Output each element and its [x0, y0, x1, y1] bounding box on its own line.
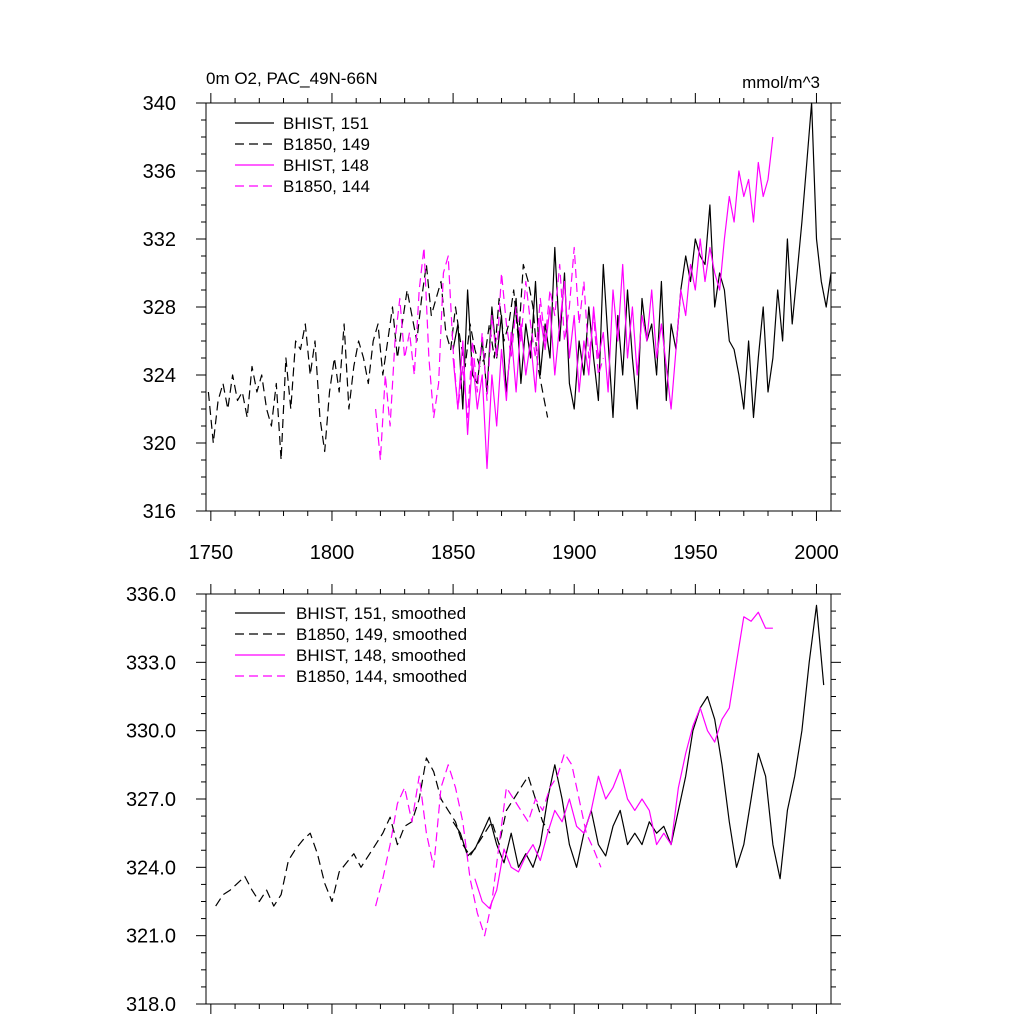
series-line-3 — [375, 752, 602, 937]
series-line-0 — [452, 102, 832, 419]
x-tick-label: 1800 — [310, 542, 355, 564]
series-line-0 — [452, 604, 825, 880]
legend-label-0: BHIST, 151 — [283, 114, 369, 133]
y-tick-label: 318.0 — [126, 994, 176, 1016]
legend-label-1: B1850, 149, smoothed — [296, 625, 467, 644]
panel-top-units: mmol/m^3 — [742, 73, 820, 92]
panel-top-ticks — [196, 93, 841, 521]
y-tick-label: 328 — [143, 297, 176, 319]
panel-bottom-frame — [205, 593, 832, 1005]
legend-label-2: BHIST, 148 — [283, 156, 369, 175]
panel-top-y-tick-labels: 316 320 324 328 332 336 340 — [143, 93, 176, 523]
panel-top-series — [207, 102, 832, 470]
panel-top-title: 0m O2, PAC_49N-66N — [206, 69, 378, 88]
panel-top-x-tick-labels: 1750 1800 1850 1900 1950 2000 — [189, 542, 839, 564]
y-tick-label: 320 — [143, 433, 176, 455]
legend-label-3: B1850, 144, smoothed — [296, 667, 467, 686]
y-tick-label: 321.0 — [126, 926, 176, 948]
x-tick-label: 1850 — [431, 542, 476, 564]
legend-label-3: B1850, 144 — [283, 177, 370, 196]
y-tick-label: 336.0 — [126, 584, 176, 606]
series-line-3 — [375, 246, 604, 461]
panel-top-legend: BHIST, 151 B1850, 149 BHIST, 148 B1850, 144 — [235, 114, 370, 196]
x-tick-label: 1750 — [189, 542, 234, 564]
x-tick-label: 2000 — [794, 542, 839, 564]
legend-label-2: BHIST, 148, smoothed — [296, 646, 466, 665]
panel-bottom-legend: BHIST, 151, smoothed B1850, 149, smoothed… — [235, 604, 467, 686]
x-tick-label: 1900 — [552, 542, 597, 564]
series-line-2 — [474, 611, 773, 909]
y-tick-label: 324.0 — [126, 857, 176, 879]
y-tick-label: 336 — [143, 161, 176, 183]
panel-bottom: 318.0 321.0 324.0 327.0 330.0 333.0 336.0 BHIS… — [126, 584, 841, 1016]
panel-bottom-ticks — [196, 584, 841, 1014]
y-tick-label: 324 — [143, 365, 176, 387]
y-tick-label: 333.0 — [126, 652, 176, 674]
series-line-2 — [452, 136, 774, 470]
y-tick-label: 340 — [143, 93, 176, 115]
legend-label-0: BHIST, 151, smoothed — [296, 604, 466, 623]
y-tick-label: 332 — [143, 229, 176, 251]
series-line-1 — [215, 757, 551, 907]
panel-top: 0m O2, PAC_49N-66N mmol/m^3 316 320 324 328… — [143, 69, 841, 564]
y-tick-label: 327.0 — [126, 789, 176, 811]
panel-bottom-series — [215, 604, 825, 937]
y-tick-label: 330.0 — [126, 721, 176, 743]
y-tick-label: 316 — [143, 501, 176, 523]
panel-top-frame — [205, 102, 832, 512]
panel-bottom-y-tick-labels: 318.0 321.0 324.0 327.0 330.0 333.0 336.0 — [126, 584, 176, 1016]
x-tick-label: 1950 — [673, 542, 718, 564]
legend-label-1: B1850, 149 — [283, 135, 370, 154]
